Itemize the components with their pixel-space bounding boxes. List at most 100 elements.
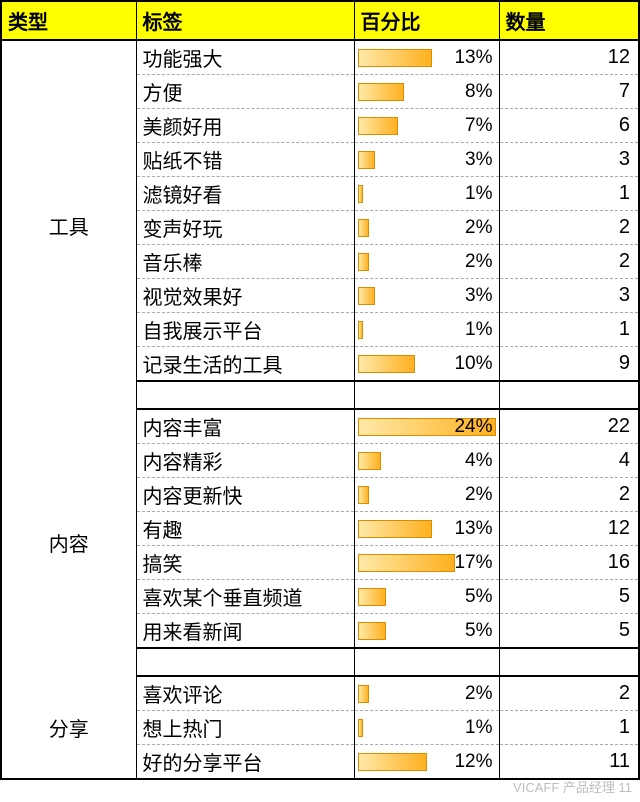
percent-text: 4% bbox=[465, 450, 492, 472]
percent-cell: 2% bbox=[354, 676, 499, 711]
percent-text: 13% bbox=[454, 47, 492, 69]
percent-text: 1% bbox=[465, 717, 492, 739]
spacer-cell bbox=[499, 381, 639, 409]
type-cell: 内容 bbox=[1, 409, 136, 676]
percent-text: 24% bbox=[454, 416, 492, 438]
count-cell: 2 bbox=[499, 211, 639, 245]
type-label: 工具 bbox=[49, 217, 89, 239]
label-cell: 变声好玩 bbox=[136, 211, 354, 245]
percent-text: 10% bbox=[454, 353, 492, 375]
percent-cell: 17% bbox=[354, 546, 499, 580]
count-cell: 12 bbox=[499, 40, 639, 75]
percent-cell: 7% bbox=[354, 109, 499, 143]
percent-text: 3% bbox=[465, 285, 492, 307]
percent-bar bbox=[358, 219, 370, 237]
label-cell: 有趣 bbox=[136, 512, 354, 546]
percent-cell: 4% bbox=[354, 444, 499, 478]
percent-cell: 1% bbox=[354, 711, 499, 745]
percent-cell: 8% bbox=[354, 75, 499, 109]
percent-cell: 2% bbox=[354, 211, 499, 245]
percent-bar bbox=[358, 554, 456, 572]
percent-bar bbox=[358, 117, 398, 135]
percent-text: 13% bbox=[454, 518, 492, 540]
percent-bar bbox=[358, 520, 433, 538]
count-cell: 3 bbox=[499, 279, 639, 313]
label-cell: 内容更新快 bbox=[136, 478, 354, 512]
header-type: 类型 bbox=[1, 1, 136, 40]
count-cell: 4 bbox=[499, 444, 639, 478]
percent-text: 17% bbox=[454, 552, 492, 574]
percent-text: 3% bbox=[465, 149, 492, 171]
percent-bar bbox=[358, 685, 370, 703]
label-cell: 好的分享平台 bbox=[136, 745, 354, 780]
percent-cell: 13% bbox=[354, 512, 499, 546]
percent-cell: 13% bbox=[354, 40, 499, 75]
percent-cell: 24% bbox=[354, 409, 499, 444]
count-cell: 5 bbox=[499, 614, 639, 649]
percent-cell: 3% bbox=[354, 279, 499, 313]
count-cell: 7 bbox=[499, 75, 639, 109]
count-cell: 12 bbox=[499, 512, 639, 546]
type-label: 内容 bbox=[49, 534, 89, 556]
label-cell: 内容丰富 bbox=[136, 409, 354, 444]
type-label: 分享 bbox=[49, 719, 89, 741]
type-cell: 分享 bbox=[1, 676, 136, 779]
count-cell: 5 bbox=[499, 580, 639, 614]
spacer-cell bbox=[354, 648, 499, 676]
percent-text: 2% bbox=[465, 217, 492, 239]
table-row: 分享喜欢评论2%2 bbox=[1, 676, 639, 711]
percent-cell: 10% bbox=[354, 347, 499, 382]
label-cell: 记录生活的工具 bbox=[136, 347, 354, 382]
count-cell: 1 bbox=[499, 711, 639, 745]
count-cell: 16 bbox=[499, 546, 639, 580]
percent-bar bbox=[358, 83, 404, 101]
percent-text: 2% bbox=[465, 484, 492, 506]
percent-text: 8% bbox=[465, 81, 492, 103]
percent-cell: 12% bbox=[354, 745, 499, 780]
percent-text: 7% bbox=[465, 115, 492, 137]
label-cell: 喜欢评论 bbox=[136, 676, 354, 711]
percent-bar bbox=[358, 185, 364, 203]
percent-bar bbox=[358, 622, 387, 640]
percent-bar bbox=[358, 452, 381, 470]
label-cell: 音乐棒 bbox=[136, 245, 354, 279]
percent-cell: 1% bbox=[354, 177, 499, 211]
label-cell: 美颜好用 bbox=[136, 109, 354, 143]
label-cell: 用来看新闻 bbox=[136, 614, 354, 649]
count-cell: 11 bbox=[499, 745, 639, 780]
label-cell: 功能强大 bbox=[136, 40, 354, 75]
count-cell: 2 bbox=[499, 478, 639, 512]
percent-text: 1% bbox=[465, 319, 492, 341]
spacer-cell bbox=[136, 648, 354, 676]
header-percent: 百分比 bbox=[354, 1, 499, 40]
label-cell: 滤镜好看 bbox=[136, 177, 354, 211]
count-cell: 2 bbox=[499, 676, 639, 711]
percent-cell: 2% bbox=[354, 478, 499, 512]
header-count: 数量 bbox=[499, 1, 639, 40]
spacer-cell bbox=[354, 381, 499, 409]
data-table: 类型 标签 百分比 数量 工具功能强大13%12方便8%7美颜好用7%6贴纸不错… bbox=[0, 0, 640, 780]
percent-bar bbox=[358, 719, 364, 737]
percent-bar bbox=[358, 253, 370, 271]
spacer-cell bbox=[499, 648, 639, 676]
percent-bar bbox=[358, 151, 375, 169]
percent-bar bbox=[358, 486, 370, 504]
percent-text: 1% bbox=[465, 183, 492, 205]
table-header-row: 类型 标签 百分比 数量 bbox=[1, 1, 639, 40]
percent-cell: 2% bbox=[354, 245, 499, 279]
percent-cell: 1% bbox=[354, 313, 499, 347]
label-cell: 贴纸不错 bbox=[136, 143, 354, 177]
label-cell: 视觉效果好 bbox=[136, 279, 354, 313]
label-cell: 想上热门 bbox=[136, 711, 354, 745]
count-cell: 2 bbox=[499, 245, 639, 279]
label-cell: 喜欢某个垂直频道 bbox=[136, 580, 354, 614]
table-row: 工具功能强大13%12 bbox=[1, 40, 639, 75]
count-cell: 9 bbox=[499, 347, 639, 382]
percent-text: 12% bbox=[454, 751, 492, 773]
label-cell: 搞笑 bbox=[136, 546, 354, 580]
percent-text: 5% bbox=[465, 586, 492, 608]
percent-bar bbox=[358, 49, 433, 67]
count-cell: 1 bbox=[499, 177, 639, 211]
percent-cell: 5% bbox=[354, 580, 499, 614]
percent-bar bbox=[358, 321, 364, 339]
